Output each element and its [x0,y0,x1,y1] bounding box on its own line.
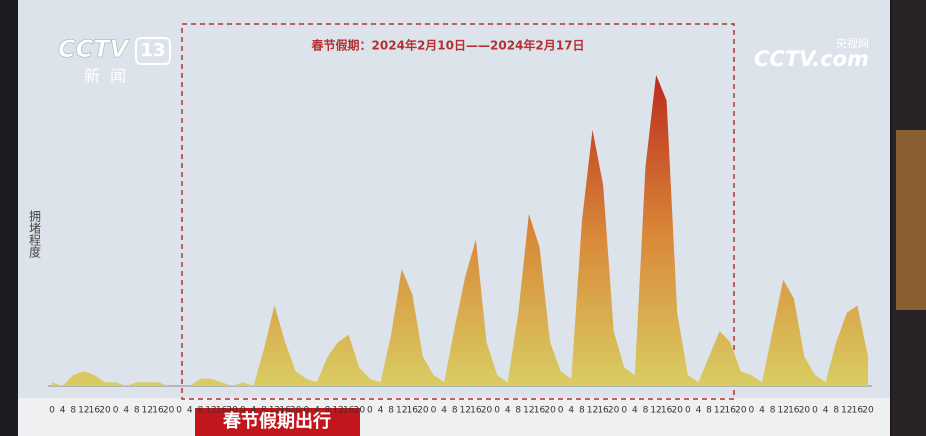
x-tick-label: 20 [672,406,684,416]
x-tick-label: 4 [250,406,256,416]
x-tick-label: 4 [632,406,638,416]
y-axis-label: 拥堵程度 [28,210,42,258]
x-tick-label: 4 [696,406,702,416]
x-tick-label: 16 [852,406,864,416]
x-tick-label: 4 [759,406,765,416]
x-tick-label: 4 [187,406,193,416]
x-tick-label: 8 [706,406,712,416]
logo-name: 新闻 [84,67,136,86]
x-tick-label: 16 [661,406,673,416]
x-tick-label: 20 [163,406,175,416]
x-tick-label: 20 [354,406,366,416]
x-tick-label: 8 [515,406,521,416]
x-tick-label: 20 [799,406,811,416]
x-tick-label: 20 [608,406,620,416]
plot: 0 4 8 12 16 20 0 4 8 12 16 20 0 4 8 12 16 20 0 4 8 12 16 20 0 4 8 1… [49,74,874,416]
logo-brand: CCTV [58,35,131,63]
x-tick-label: 12 [777,406,788,416]
x-tick-label: 20 [544,406,556,416]
x-tick-label: 20 [417,406,429,416]
x-tick-label: 8 [261,406,267,416]
logo-channel: 13 [140,40,165,61]
x-tick-label: 0 [113,406,119,416]
congestion-area [52,74,868,387]
x-tick-label: 0 [367,406,373,416]
x-tick-label: 12 [205,406,216,416]
x-tick-label: 20 [226,406,238,416]
x-tick-label: 8 [134,406,140,416]
x-tick-label: 0 [176,406,182,416]
x-tick-label: 16 [788,406,800,416]
x-tick-label: 4 [568,406,574,416]
watermark-name: 央视网 [836,36,869,50]
x-tick-label: 4 [314,406,320,416]
x-tick-label: 0 [49,406,55,416]
x-tick-label: 20 [481,406,493,416]
x-tick-label: 16 [216,406,228,416]
logo: CCTV 13 新闻 [58,35,171,86]
x-tick-label: 16 [89,406,101,416]
x-tick-label: 20 [290,406,302,416]
x-tick-label: 16 [597,406,609,416]
x-tick-label: 12 [332,406,343,416]
x-tick-label: 4 [823,406,829,416]
x-tick-label: 12 [714,406,725,416]
x-tick-label: 12 [523,406,534,416]
x-tick-label: 8 [579,406,585,416]
x-tick-label: 0 [494,406,500,416]
x-tick-label: 0 [303,406,309,416]
x-tick-label: 0 [431,406,437,416]
caption: 春节假期出行 [223,410,331,432]
logo-badge [135,37,171,65]
x-tick-label: 8 [643,406,649,416]
x-tick-label: 4 [441,406,447,416]
caption-box [195,408,360,436]
x-tick-label: 12 [650,406,661,416]
x-tick-label: 8 [388,406,394,416]
x-tick-label: 16 [279,406,291,416]
x-tick-label: 4 [505,406,511,416]
x-tick-label: 8 [197,406,203,416]
x-tick-label: 20 [99,406,111,416]
x-tick-label: 4 [60,406,66,416]
x-tick-label: 4 [123,406,129,416]
x-tick-label: 12 [78,406,89,416]
x-tick-label: 8 [70,406,76,416]
x-tick-label: 8 [770,406,776,416]
x-tick-label: 16 [407,406,419,416]
x-tick-label: 0 [558,406,564,416]
x-tick-label: 0 [240,406,246,416]
x-tick-label: 0 [749,406,755,416]
x-tick-label: 12 [587,406,598,416]
x-tick-label: 8 [325,406,331,416]
x-tick-label: 0 [685,406,691,416]
watermark-brand: CCTV.com [754,47,869,71]
x-tick-label: 8 [452,406,458,416]
holiday-box [181,23,735,400]
x-tick-label: 16 [725,406,737,416]
x-tick-label: 16 [470,406,482,416]
x-tick-label: 12 [841,406,852,416]
x-tick-label: 0 [812,406,818,416]
x-tick-label: 20 [862,406,874,416]
x-tick-label: 20 [735,406,747,416]
x-tick-label: 16 [534,406,546,416]
x-tick-label: 12 [142,406,153,416]
x-tick-label: 0 [621,406,627,416]
x-tick-label: 16 [343,406,355,416]
x-tick-label: 16 [152,406,164,416]
x-tick-label: 12 [396,406,407,416]
x-tick-label: 12 [460,406,471,416]
chart-title: 春节假期：2024年2月10日——2024年2月17日 [311,38,585,53]
side-decoration [896,130,926,310]
x-tick-label: 12 [269,406,280,416]
x-tick-label: 4 [378,406,384,416]
axis-band [18,398,890,436]
x-tick-label: 8 [833,406,839,416]
